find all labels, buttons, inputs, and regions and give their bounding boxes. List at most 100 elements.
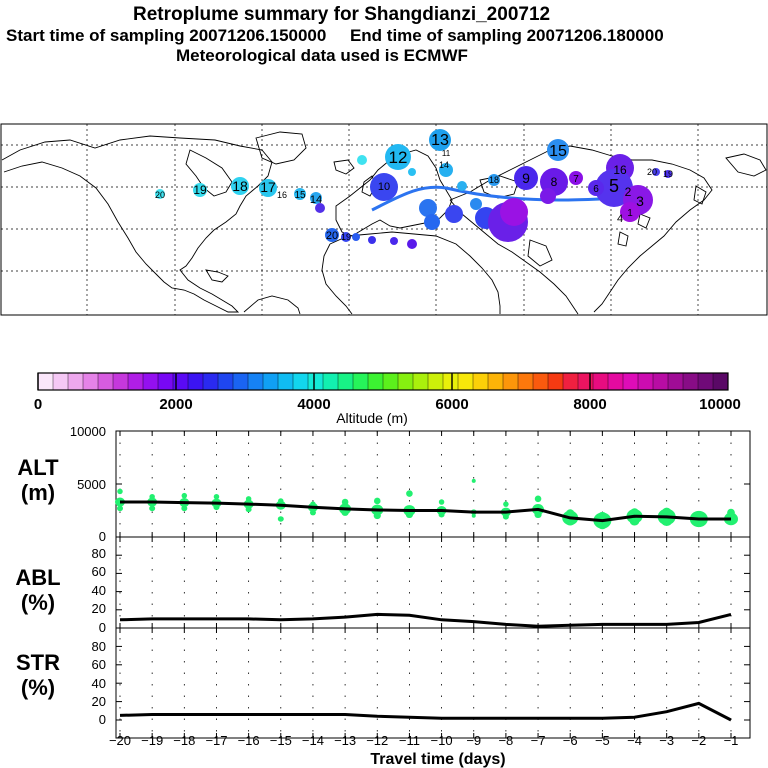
abl-ytick-label: 60 <box>92 564 106 579</box>
str-y-tick-labels: 80 60 40 20 0 <box>92 639 106 727</box>
abl-ytick-label: 40 <box>92 583 106 598</box>
plume-marker <box>310 192 322 204</box>
plume-marker <box>368 236 376 244</box>
colorbar-tick-label: 8000 <box>573 396 606 413</box>
x-tick-label: −18 <box>173 733 195 748</box>
alt-panel-title: ALT <box>17 455 59 480</box>
plume-label: 4 <box>617 213 623 225</box>
plume-label: 14 <box>439 160 449 170</box>
plume-label: 17 <box>260 179 276 195</box>
plume-label: 14 <box>310 194 322 206</box>
str-panel-unit: (%) <box>21 675 55 700</box>
plume-label: 13 <box>431 132 449 149</box>
plume-label: 18 <box>489 175 499 185</box>
plume-marker <box>155 189 165 199</box>
abl-panel-unit: (%) <box>21 590 55 615</box>
plume-label: 19 <box>341 232 351 242</box>
plume-marker <box>370 173 398 201</box>
alt-marker <box>149 493 155 500</box>
colorbar-cell <box>398 373 414 390</box>
x-tick-label: −12 <box>366 733 388 748</box>
time-series-panels: 10000 5000 0 80 60 40 20 0 80 60 40 20 0… <box>15 424 751 768</box>
abl-line <box>119 612 732 628</box>
x-tick-label: −13 <box>334 733 356 748</box>
plume-label: 11 <box>442 149 451 158</box>
plume-label: 18 <box>232 178 248 194</box>
colorbar-cell <box>338 373 354 390</box>
x-tick-label: −15 <box>270 733 292 748</box>
colorbar-cell <box>413 373 429 390</box>
colorbar-cell <box>623 373 639 390</box>
x-tick-label: −11 <box>399 733 420 748</box>
x-tick-label: −6 <box>563 733 578 748</box>
colorbar-cell <box>203 373 219 390</box>
panels-frame <box>115 430 751 739</box>
alt-marker <box>438 511 445 518</box>
alt-marker <box>213 504 220 511</box>
alt-marker <box>373 512 381 520</box>
plume-label: 12 <box>389 148 408 167</box>
colorbar-cell <box>503 373 519 390</box>
x-tick-label: −19 <box>141 733 163 748</box>
alt-marker <box>245 496 252 502</box>
alt-marker <box>341 498 349 506</box>
met-data-note: Meteorological data used is ECMWF <box>176 46 468 65</box>
x-tick-label: −10 <box>431 733 453 748</box>
plume-label: 15 <box>549 143 567 160</box>
plume-label: 3 <box>636 193 644 209</box>
colorbar-tick-labels: 0 2000 4000 6000 8000 10000 <box>34 396 741 413</box>
plume-marker <box>325 228 339 242</box>
alt-marker <box>471 478 476 483</box>
sampling-times: Start time of sampling 20071206.150000 E… <box>6 26 664 45</box>
colorbar-tick-label: 10000 <box>699 396 741 413</box>
colorbar-cell <box>533 373 549 390</box>
y-axis-ticks <box>116 430 750 721</box>
abl-ytick-label: 20 <box>92 601 106 616</box>
str-ytick-label: 40 <box>92 676 106 691</box>
plume-marker <box>341 232 351 242</box>
alt-panel-unit: (m) <box>21 480 55 505</box>
colorbar-cell <box>353 373 369 390</box>
colorbar-cell <box>188 373 204 390</box>
x-tick-label: −20 <box>109 733 131 748</box>
colorbar-cell <box>98 373 114 390</box>
alt-marker <box>405 511 414 519</box>
colorbar-tick-label: 4000 <box>297 396 330 413</box>
plume-day-labels: 13 12 15 16 14 10 11 20 19 18 17 16 15 1… <box>155 132 673 242</box>
alt-marker <box>406 490 413 497</box>
plume-label: 6 <box>593 184 599 195</box>
colorbar-cell <box>128 373 144 390</box>
str-ytick-label: 60 <box>92 657 106 672</box>
alt-marker <box>534 495 542 503</box>
colorbar-label: Altitude (m) <box>336 410 408 426</box>
panel-titles: ALT (m) ABL (%) STR (%) <box>15 455 60 700</box>
map-panel: 13 12 15 16 14 10 11 20 19 18 17 16 15 1… <box>0 123 768 316</box>
plume-label: 20 <box>155 190 165 200</box>
alt-marker <box>534 511 542 519</box>
colorbar-cell <box>233 373 249 390</box>
plume-label: 9 <box>522 170 530 186</box>
plume-marker <box>407 239 417 249</box>
x-tick-label: −14 <box>302 733 324 748</box>
alt-marker <box>471 513 476 518</box>
alt-marker <box>629 516 640 526</box>
colorbar-tick-label: 2000 <box>159 396 192 413</box>
str-ytick-label: 0 <box>99 712 106 727</box>
plume-marker <box>259 179 277 197</box>
colorbar-cell <box>323 373 339 390</box>
colorbar-cell <box>713 373 729 390</box>
plume-marker <box>193 183 207 197</box>
colorbar-cell <box>83 373 99 390</box>
colorbar-cell <box>578 373 594 390</box>
plume-label: 19 <box>663 169 673 179</box>
alt-marker <box>117 488 123 495</box>
alt-marker <box>117 505 123 512</box>
alt-ytick-label: 0 <box>99 529 106 544</box>
colorbar-cell <box>593 373 609 390</box>
plume-marker <box>439 163 453 177</box>
alt-marker <box>503 501 509 507</box>
plume-marker <box>315 203 325 213</box>
alt-marker <box>277 516 284 522</box>
x-tick-label: −3 <box>659 733 674 748</box>
